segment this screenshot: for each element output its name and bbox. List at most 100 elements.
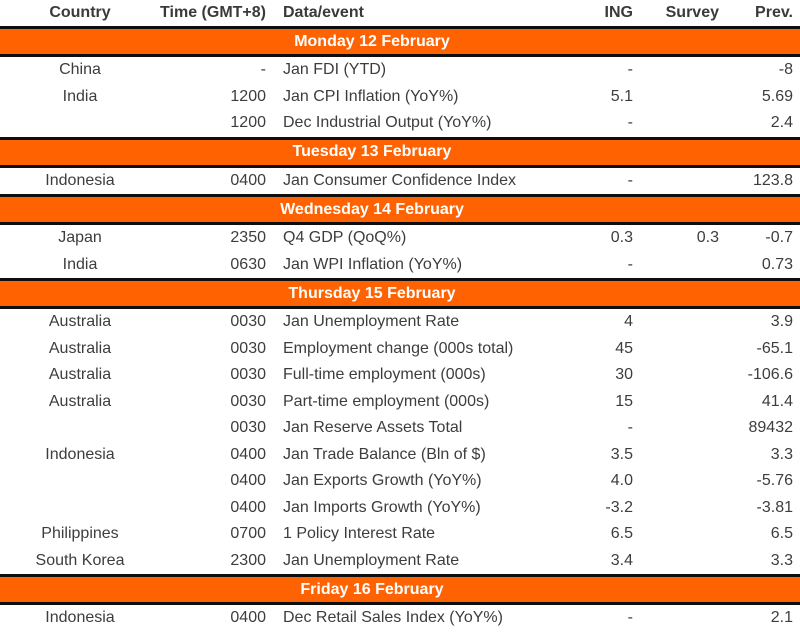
cell-country: Indonesia [45,445,115,463]
cell-prev: 123.8 [752,171,793,189]
table-row: Philippines 0700 1 Policy Interest Rate 6.5… [0,521,800,548]
cell-ing: 3.4 [610,551,633,569]
cell-survey [638,110,723,138]
cell-survey [638,548,723,576]
table-row: Indonesia 0400 Jan Consumer Confidence Ind… [0,166,800,196]
cell-ing: 4 [624,313,633,331]
cell-ing: - [627,609,633,627]
column-header-prev: Prev. [723,0,800,29]
cell-event: Jan FDI (YTD) [283,61,387,79]
cell-country: Indonesia [45,171,115,189]
cell-country [0,415,160,442]
cell-time: 0400 [230,472,266,490]
table-row: Australia 0030 Jan Unemployment Rate 4 3.9 [0,308,800,336]
cell-country [0,495,160,522]
cell-prev: 41.4 [761,392,793,410]
cell-country: India [62,255,98,273]
cell-country: Indonesia [45,609,115,627]
cell-country: Australia [48,313,112,331]
cell-survey: 0.3 [696,229,719,247]
cell-country: Australia [48,366,112,384]
column-header-survey: Survey [638,0,723,29]
day-section-title: Thursday 15 February [0,278,800,309]
cell-time: 0630 [230,255,266,273]
cell-country: Japan [58,229,102,247]
cell-ing: - [627,114,633,132]
cell-time: 0030 [230,313,266,331]
cell-prev: -0.7 [765,229,793,247]
cell-time: 1200 [230,114,266,132]
cell-event: Dec Retail Sales Index (YoY%) [283,609,503,627]
column-header-ing: ING [563,0,638,29]
cell-event: Jan WPI Inflation (YoY%) [283,255,463,273]
cell-prev: 6.5 [770,525,793,543]
cell-time: 0030 [230,366,266,384]
cell-event: Employment change (000s total) [283,339,514,357]
cell-time: 0030 [230,419,266,437]
cell-country: Australia [48,392,112,410]
cell-time: 0400 [230,609,266,627]
table-row: China - Jan FDI (YTD) - -8 [0,56,800,84]
cell-prev: -8 [778,61,793,79]
cell-ing: 4.0 [610,472,633,490]
day-section-band: Friday 16 February [0,574,800,605]
cell-survey [638,84,723,111]
cell-event: Dec Industrial Output (YoY%) [283,114,492,132]
cell-time: 0400 [230,171,266,189]
cell-ing: - [627,171,633,189]
cell-survey [638,442,723,469]
cell-prev: 2.4 [770,114,793,132]
cell-event: Jan Reserve Assets Total [283,419,463,437]
cell-event: Jan Exports Growth (YoY%) [283,472,482,490]
cell-event: Full-time employment (000s) [283,366,486,384]
cell-prev: 89432 [748,419,794,437]
table-body: Monday 12 February China - Jan FDI (YTD) - -8… [0,26,800,632]
cell-ing: - [627,255,633,273]
cell-prev: -65.1 [756,339,793,357]
table-row: Indonesia 0400 Jan Trade Balance (Bln of $… [0,442,800,469]
cell-time: 0400 [230,445,266,463]
cell-time: 2350 [230,229,266,247]
cell-ing: 6.5 [610,525,633,543]
cell-prev: 0.73 [761,255,793,273]
cell-event: Jan Trade Balance (Bln of $) [283,445,486,463]
cell-ing: 45 [615,339,633,357]
cell-ing: 30 [615,366,633,384]
day-section-band: Wednesday 14 February [0,194,800,225]
cell-time: 1200 [230,87,266,105]
cell-ing: - [627,61,633,79]
table-row: Indonesia 0400 Dec Retail Sales Index (YoY… [0,604,800,632]
cell-survey [638,308,723,336]
cell-survey [638,415,723,442]
cell-prev: -5.76 [756,472,793,490]
cell-ing: - [627,419,633,437]
cell-country: China [59,61,101,79]
table-row: 0400 Jan Exports Growth (YoY%) 4.0 -5.76 [0,468,800,495]
cell-prev: -106.6 [747,366,793,384]
table-row: Australia 0030 Full-time employment (000s)… [0,362,800,389]
cell-time: 2300 [230,551,266,569]
day-section-title: Friday 16 February [0,574,800,605]
day-section-title: Wednesday 14 February [0,194,800,225]
cell-survey [638,521,723,548]
cell-time: - [260,61,266,79]
day-section-band: Tuesday 13 February [0,136,800,168]
column-header-data-event: Data/event [268,0,563,29]
cell-country: Australia [48,339,112,357]
column-header-time: Time (GMT+8) [160,0,268,29]
cell-ing: 15 [615,392,633,410]
cell-survey [638,56,723,84]
column-header-country: Country [0,0,160,29]
cell-event: Part-time employment (000s) [283,392,490,410]
cell-time: 0030 [230,339,266,357]
cell-survey [638,495,723,522]
cell-survey [638,166,723,196]
cell-event: Jan Unemployment Rate [283,551,460,569]
cell-prev: 3.3 [770,445,793,463]
cell-survey [638,389,723,416]
table-row: India 0630 Jan WPI Inflation (YoY%) - 0.73 [0,252,800,280]
cell-event: Jan CPI Inflation (YoY%) [283,87,459,105]
table-row: Japan 2350 Q4 GDP (QoQ%) 0.3 0.3 -0.7 [0,224,800,252]
